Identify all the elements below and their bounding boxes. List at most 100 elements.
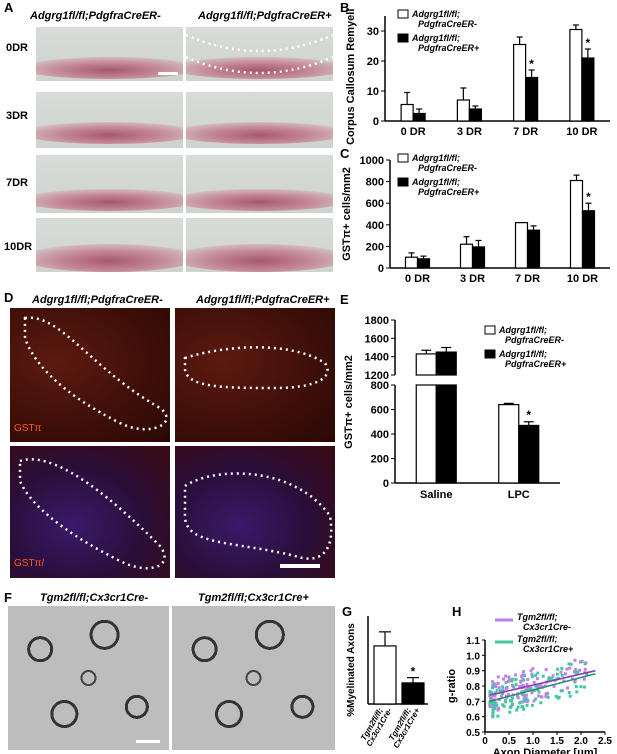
scatter-point: [516, 694, 520, 698]
scatter-point: [494, 684, 498, 688]
scatter-point: [578, 668, 582, 672]
scatter-point: [520, 700, 524, 704]
scatter-point: [529, 688, 533, 692]
x-tick-label: 3 DR: [457, 126, 482, 138]
legend-label: PdgfraCreER+: [418, 187, 480, 197]
electron-micrograph: [8, 606, 169, 750]
panel-label-c: C: [340, 146, 350, 161]
scatter-point: [510, 696, 514, 700]
bar: [513, 43, 527, 122]
fluorescence-image: GSTπ/: [10, 446, 170, 578]
scatter-point: [550, 676, 554, 680]
panel-label-g: G: [342, 604, 353, 619]
y-tick-label: 0: [383, 478, 389, 490]
bar: [518, 424, 540, 484]
scatter-point: [582, 677, 586, 681]
x-tick-label: 10 DR: [566, 126, 597, 138]
scatter-point: [511, 684, 515, 688]
x-tick-label: 3 DR: [460, 273, 485, 285]
scatter-point: [574, 667, 578, 671]
scatter-point: [519, 679, 523, 683]
scatter-point: [560, 673, 564, 677]
y-tick-label: 800: [371, 380, 389, 392]
legend-label: PdgfraCreER+: [418, 43, 480, 53]
panel-f-title-left: Tgm2fl/fl;Cx3cr1Cre-: [40, 592, 149, 604]
scatter-point: [539, 684, 543, 688]
scatter-point: [511, 702, 515, 706]
histology-image: [186, 218, 333, 272]
y-tick-label: 0.8: [466, 682, 480, 693]
legend-swatch: [397, 9, 409, 19]
panel-label-f: F: [4, 590, 12, 605]
scatter-point: [491, 713, 495, 717]
scatter-point: [565, 686, 569, 690]
y-tick-label: 30: [367, 26, 379, 38]
x-tick-label: 1.5: [550, 736, 564, 747]
significance-marker: *: [586, 190, 591, 204]
y-tick-label: 1400: [365, 352, 389, 364]
scatter-point: [501, 677, 505, 681]
scatter-point: [573, 658, 577, 662]
legend-label: Adgrg1fl/fl;: [498, 349, 547, 359]
scatter-point: [565, 667, 569, 671]
chart-c: 0 200 400 600 800 1000 0 DR 3 DR 7 DR * 10 DR GSTπ+…: [341, 153, 610, 285]
scatter-point: [578, 660, 582, 664]
legend-swatch: [484, 325, 496, 335]
scatter-point: [544, 694, 548, 698]
scatter-point: [531, 667, 535, 671]
legend-label: Tgm2fl/fl;: [517, 612, 558, 622]
scatter-point: [530, 703, 534, 707]
x-tick-label: 0 DR: [405, 273, 430, 285]
scatter-point: [580, 659, 584, 663]
scale-bar: [158, 72, 178, 75]
panel-a-row-label: 0DR: [6, 42, 29, 54]
scatter-point: [493, 682, 497, 686]
scatter-point: [536, 671, 540, 675]
scatter-point: [525, 683, 529, 687]
scatter-point: [500, 694, 504, 698]
scatter-point: [494, 691, 498, 695]
y-tick-label: 200: [371, 454, 389, 466]
histology-image: [36, 218, 183, 272]
stain-label: GSTπ/: [14, 558, 45, 569]
panel-a-row-label: 3DR: [6, 110, 29, 122]
panel-a-title-left: Adgrg1fl/fl;PdgfraCreER-: [30, 10, 161, 22]
panel-label-d: D: [4, 290, 14, 305]
scatter-point: [498, 689, 502, 693]
bar: [456, 99, 470, 122]
y-tick-label: 400: [371, 429, 389, 441]
panel-f-title-right: Tgm2fl/fl;Cx3cr1Cre+: [198, 592, 309, 604]
y-tick-label: 1600: [365, 333, 389, 345]
scatter-point: [583, 667, 587, 671]
y-tick-label: 1.0: [466, 651, 480, 662]
bar: [581, 210, 596, 269]
significance-marker: *: [526, 408, 531, 422]
stain-label: GSTπ: [14, 423, 42, 434]
x-tick-label: 10 DR: [567, 273, 598, 285]
scatter-point: [525, 703, 529, 707]
scatter-point: [526, 688, 530, 692]
bar: [435, 384, 457, 484]
scatter-point: [530, 675, 534, 679]
scatter-point: [529, 669, 533, 673]
scatter-point: [579, 685, 583, 689]
scatter-point: [546, 692, 550, 696]
legend-label: Adgrg1fl/fl;: [411, 153, 460, 163]
scatter-point: [526, 686, 530, 690]
scatter-point: [514, 683, 518, 687]
legend-swatch: [397, 33, 409, 43]
scatter-point: [493, 707, 497, 711]
panel-d-title-right: Adgrg1fl/fl;PdgfraCreER+: [196, 294, 330, 306]
scatter-point: [522, 670, 526, 674]
scatter-point: [491, 682, 495, 686]
y-axis-label: g-ratio: [446, 669, 458, 704]
electron-micrograph: [172, 606, 335, 750]
fluorescence-image: GSTπ: [10, 308, 170, 442]
scatter-point: [534, 684, 538, 688]
chart-g: Tgm2fl/fl;Cx3cr1Cre-*Tgm2fl/fl;Cx3cr1Cre…: [346, 616, 428, 750]
scatter-point: [568, 666, 572, 670]
scatter-point: [491, 705, 495, 709]
chart-h: 0.50.60.70.80.91.01.10 0.5 1.0 1.5 2.0 2.5Tgm…: [446, 612, 612, 754]
legend-label: PdgfraCreER-: [418, 19, 477, 29]
scatter-point: [572, 670, 576, 674]
